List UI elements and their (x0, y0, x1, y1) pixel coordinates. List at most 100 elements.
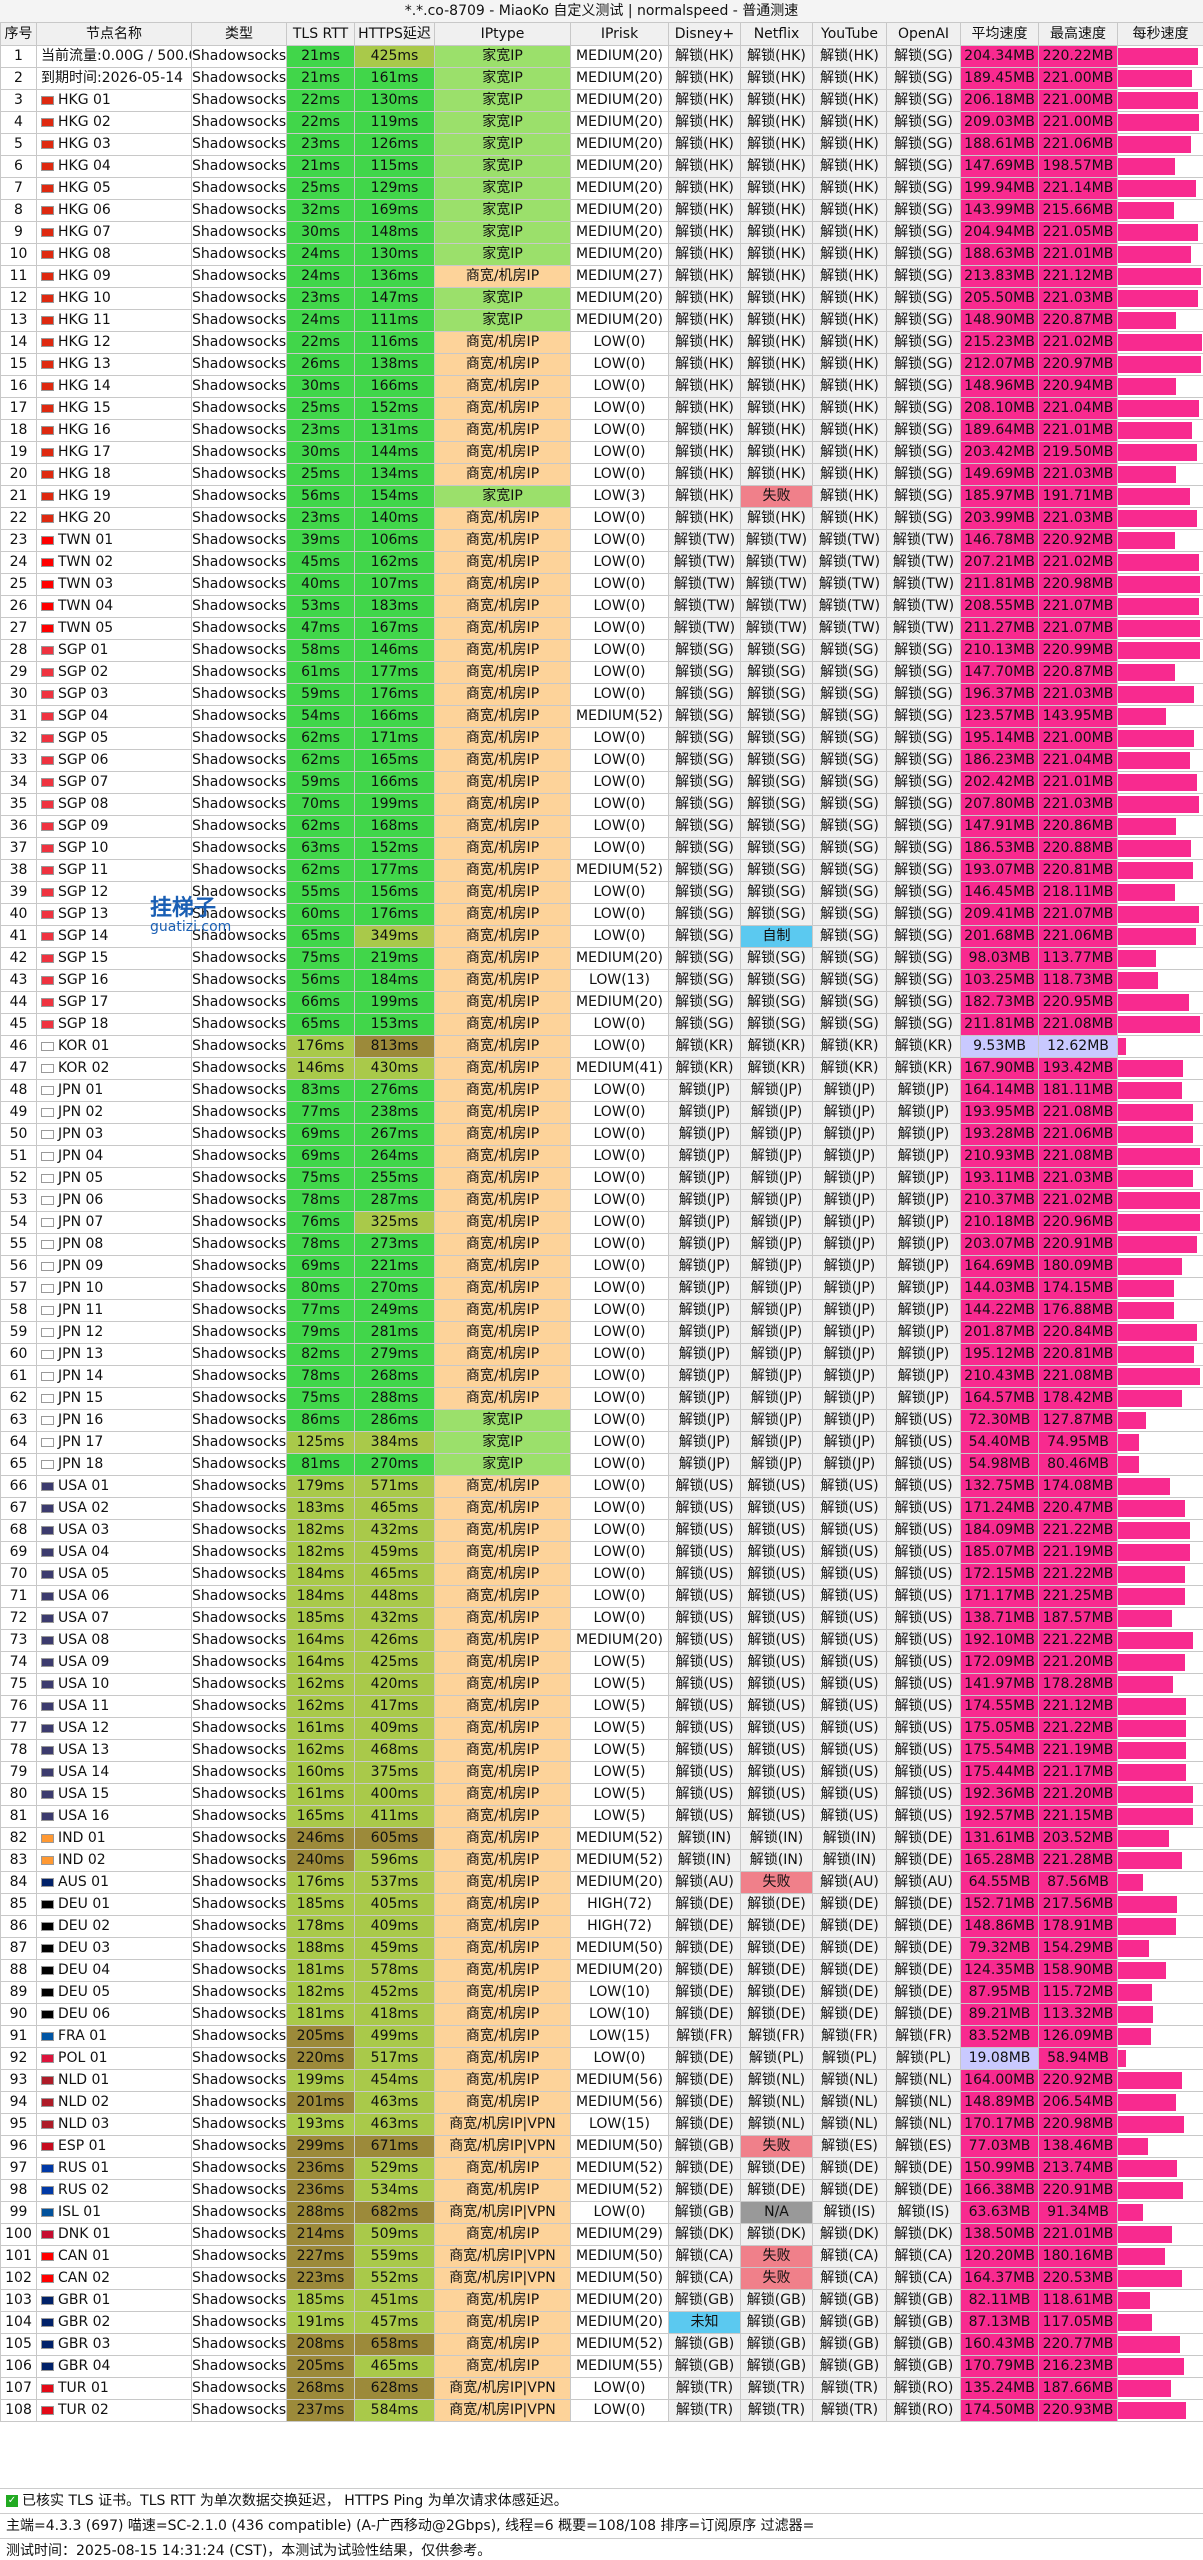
table-row[interactable]: 17 HKG 15 Shadowsocks 25ms 152ms 商宽/机房IP LOW(0… (0, 397, 1203, 420)
column-header[interactable]: OpenAI (886, 22, 961, 46)
table-row[interactable]: 34 SGP 07 Shadowsocks 59ms 166ms 商宽/机房IP LOW(0… (0, 771, 1203, 794)
table-row[interactable]: 51 JPN 04 Shadowsocks 69ms 264ms 商宽/机房IP LOW(0… (0, 1145, 1203, 1168)
table-row[interactable]: 16 HKG 14 Shadowsocks 30ms 166ms 商宽/机房IP LOW(0… (0, 375, 1203, 398)
table-row[interactable]: 96 ESP 01 Shadowsocks 299ms 671ms 商宽/机房IP|VPN… (0, 2135, 1203, 2158)
table-row[interactable]: 25 TWN 03 Shadowsocks 40ms 107ms 商宽/机房IP LOW(0… (0, 573, 1203, 596)
table-row[interactable]: 77 USA 12 Shadowsocks 161ms 409ms 商宽/机房IP LOW(… (0, 1717, 1203, 1740)
table-row[interactable]: 47 KOR 02 Shadowsocks 146ms 430ms 商宽/机房IP MEDI… (0, 1057, 1203, 1080)
table-row[interactable]: 90 DEU 06 Shadowsocks 181ms 418ms 商宽/机房IP LOW(… (0, 2003, 1203, 2026)
table-row[interactable]: 30 SGP 03 Shadowsocks 59ms 176ms 商宽/机房IP LOW(0… (0, 683, 1203, 706)
table-row[interactable]: 2 到期时间:2026-05-14 Shadowsocks 21ms 161ms 家宽IP… (0, 67, 1203, 90)
table-row[interactable]: 45 SGP 18 Shadowsocks 65ms 153ms 商宽/机房IP LOW(0… (0, 1013, 1203, 1036)
column-header[interactable]: 序号 (0, 22, 37, 46)
column-header[interactable]: 最高速度 (1038, 22, 1118, 46)
table-row[interactable]: 58 JPN 11 Shadowsocks 77ms 249ms 商宽/机房IP LOW(0… (0, 1299, 1203, 1322)
table-row[interactable]: 72 USA 07 Shadowsocks 185ms 432ms 商宽/机房IP LOW(… (0, 1607, 1203, 1630)
table-row[interactable]: 63 JPN 16 Shadowsocks 86ms 286ms 家宽IP LOW(0) 解锁… (0, 1409, 1203, 1432)
table-row[interactable]: 33 SGP 06 Shadowsocks 62ms 165ms 商宽/机房IP LOW(0… (0, 749, 1203, 772)
table-row[interactable]: 18 HKG 16 Shadowsocks 23ms 131ms 商宽/机房IP LOW(0… (0, 419, 1203, 442)
table-row[interactable]: 19 HKG 17 Shadowsocks 30ms 144ms 商宽/机房IP LOW(0… (0, 441, 1203, 464)
table-row[interactable]: 82 IND 01 Shadowsocks 246ms 605ms 商宽/机房IP MEDI… (0, 1827, 1203, 1850)
column-header[interactable]: IPtype (434, 22, 571, 46)
table-row[interactable]: 35 SGP 08 Shadowsocks 70ms 199ms 商宽/机房IP LOW(0… (0, 793, 1203, 816)
table-row[interactable]: 105 GBR 03 Shadowsocks 208ms 658ms 商宽/机房IP MED… (0, 2333, 1203, 2356)
column-header[interactable]: YouTube (812, 22, 887, 46)
table-row[interactable]: 8 HKG 06 Shadowsocks 32ms 169ms 家宽IP MEDIUM(20… (0, 199, 1203, 222)
table-row[interactable]: 14 HKG 12 Shadowsocks 22ms 116ms 商宽/机房IP LOW(0… (0, 331, 1203, 354)
table-row[interactable]: 107 TUR 01 Shadowsocks 268ms 628ms 商宽/机房IP|VP… (0, 2377, 1203, 2400)
table-row[interactable]: 54 JPN 07 Shadowsocks 76ms 325ms 商宽/机房IP LOW(0… (0, 1211, 1203, 1234)
table-row[interactable]: 108 TUR 02 Shadowsocks 237ms 584ms 商宽/机房IP|VP… (0, 2399, 1203, 2422)
table-row[interactable]: 86 DEU 02 Shadowsocks 178ms 409ms 商宽/机房IP HIGH… (0, 1915, 1203, 1938)
table-row[interactable]: 5 HKG 03 Shadowsocks 23ms 126ms 家宽IP MEDIUM(20… (0, 133, 1203, 156)
table-row[interactable]: 20 HKG 18 Shadowsocks 25ms 134ms 商宽/机房IP LOW(0… (0, 463, 1203, 486)
table-row[interactable]: 70 USA 05 Shadowsocks 184ms 465ms 商宽/机房IP LOW(… (0, 1563, 1203, 1586)
table-row[interactable]: 36 SGP 09 Shadowsocks 62ms 168ms 商宽/机房IP LOW(0… (0, 815, 1203, 838)
table-row[interactable]: 93 NLD 01 Shadowsocks 199ms 454ms 商宽/机房IP MEDI… (0, 2069, 1203, 2092)
table-row[interactable]: 67 USA 02 Shadowsocks 183ms 465ms 商宽/机房IP LOW(… (0, 1497, 1203, 1520)
table-row[interactable]: 64 JPN 17 Shadowsocks 125ms 384ms 家宽IP LOW(0) 解… (0, 1431, 1203, 1454)
table-row[interactable]: 43 SGP 16 Shadowsocks 56ms 184ms 商宽/机房IP LOW(1… (0, 969, 1203, 992)
table-row[interactable]: 78 USA 13 Shadowsocks 162ms 468ms 商宽/机房IP LOW(… (0, 1739, 1203, 1762)
table-row[interactable]: 3 HKG 01 Shadowsocks 22ms 130ms 家宽IP MEDIUM(20… (0, 89, 1203, 112)
table-row[interactable]: 83 IND 02 Shadowsocks 240ms 596ms 商宽/机房IP MEDI… (0, 1849, 1203, 1872)
table-row[interactable]: 9 HKG 07 Shadowsocks 30ms 148ms 家宽IP MEDIUM(20… (0, 221, 1203, 244)
table-row[interactable]: 60 JPN 13 Shadowsocks 82ms 279ms 商宽/机房IP LOW(0… (0, 1343, 1203, 1366)
table-row[interactable]: 7 HKG 05 Shadowsocks 25ms 129ms 家宽IP MEDIUM(20… (0, 177, 1203, 200)
table-row[interactable]: 74 USA 09 Shadowsocks 164ms 425ms 商宽/机房IP LOW(… (0, 1651, 1203, 1674)
table-row[interactable]: 12 HKG 10 Shadowsocks 23ms 147ms 家宽IP MEDIUM(2… (0, 287, 1203, 310)
table-row[interactable]: 23 TWN 01 Shadowsocks 39ms 106ms 商宽/机房IP LOW(0… (0, 529, 1203, 552)
column-header[interactable]: IPrisk (570, 22, 669, 46)
table-row[interactable]: 56 JPN 09 Shadowsocks 69ms 221ms 商宽/机房IP LOW(0… (0, 1255, 1203, 1278)
column-header[interactable]: 节点名称 (36, 22, 192, 46)
column-header[interactable]: Netflix (740, 22, 813, 46)
column-header[interactable]: 每秒速度 (1117, 22, 1203, 46)
table-row[interactable]: 100 DNK 01 Shadowsocks 214ms 509ms 商宽/机房IP MED… (0, 2223, 1203, 2246)
table-row[interactable]: 10 HKG 08 Shadowsocks 24ms 130ms 家宽IP MEDIUM(2… (0, 243, 1203, 266)
table-row[interactable]: 87 DEU 03 Shadowsocks 188ms 459ms 商宽/机房IP MEDI… (0, 1937, 1203, 1960)
table-row[interactable]: 92 POL 01 Shadowsocks 220ms 517ms 商宽/机房IP LOW(… (0, 2047, 1203, 2070)
table-row[interactable]: 21 HKG 19 Shadowsocks 56ms 154ms 家宽IP LOW(3) 解锁… (0, 485, 1203, 508)
table-row[interactable]: 104 GBR 02 Shadowsocks 191ms 457ms 商宽/机房IP MED… (0, 2311, 1203, 2334)
table-row[interactable]: 95 NLD 03 Shadowsocks 193ms 463ms 商宽/机房IP|VPN… (0, 2113, 1203, 2136)
table-row[interactable]: 32 SGP 05 Shadowsocks 62ms 171ms 商宽/机房IP LOW(0… (0, 727, 1203, 750)
table-row[interactable]: 55 JPN 08 Shadowsocks 78ms 273ms 商宽/机房IP LOW(0… (0, 1233, 1203, 1256)
table-row[interactable]: 44 SGP 17 Shadowsocks 66ms 199ms 商宽/机房IP MEDIU… (0, 991, 1203, 1014)
table-row[interactable]: 101 CAN 01 Shadowsocks 227ms 559ms 商宽/机房IP|VP… (0, 2245, 1203, 2268)
table-row[interactable]: 48 JPN 01 Shadowsocks 83ms 276ms 商宽/机房IP LOW(0… (0, 1079, 1203, 1102)
table-row[interactable]: 61 JPN 14 Shadowsocks 78ms 268ms 商宽/机房IP LOW(0… (0, 1365, 1203, 1388)
table-row[interactable]: 22 HKG 20 Shadowsocks 23ms 140ms 商宽/机房IP LOW(0… (0, 507, 1203, 530)
table-row[interactable]: 59 JPN 12 Shadowsocks 79ms 281ms 商宽/机房IP LOW(0… (0, 1321, 1203, 1344)
table-row[interactable]: 97 RUS 01 Shadowsocks 236ms 529ms 商宽/机房IP MEDI… (0, 2157, 1203, 2180)
column-header[interactable]: Disney+ (668, 22, 741, 46)
table-row[interactable]: 27 TWN 05 Shadowsocks 47ms 167ms 商宽/机房IP LOW(0… (0, 617, 1203, 640)
table-row[interactable]: 81 USA 16 Shadowsocks 165ms 411ms 商宽/机房IP LOW(… (0, 1805, 1203, 1828)
column-header[interactable]: TLS RTT (286, 22, 355, 46)
table-row[interactable]: 28 SGP 01 Shadowsocks 58ms 146ms 商宽/机房IP LOW(0… (0, 639, 1203, 662)
table-row[interactable]: 29 SGP 02 Shadowsocks 61ms 177ms 商宽/机房IP LOW(0… (0, 661, 1203, 684)
table-row[interactable]: 4 HKG 02 Shadowsocks 22ms 119ms 家宽IP MEDIUM(20… (0, 111, 1203, 134)
table-row[interactable]: 6 HKG 04 Shadowsocks 21ms 115ms 家宽IP MEDIUM(20… (0, 155, 1203, 178)
table-row[interactable]: 99 ISL 01 Shadowsocks 288ms 682ms 商宽/机房IP|VPN… (0, 2201, 1203, 2224)
table-row[interactable]: 15 HKG 13 Shadowsocks 26ms 138ms 商宽/机房IP LOW(0… (0, 353, 1203, 376)
table-row[interactable]: 39 SGP 12 Shadowsocks 55ms 156ms 商宽/机房IP LOW(0… (0, 881, 1203, 904)
table-row[interactable]: 71 USA 06 Shadowsocks 184ms 448ms 商宽/机房IP LOW(… (0, 1585, 1203, 1608)
table-row[interactable]: 52 JPN 05 Shadowsocks 75ms 255ms 商宽/机房IP LOW(0… (0, 1167, 1203, 1190)
column-header[interactable]: 平均速度 (960, 22, 1039, 46)
table-row[interactable]: 88 DEU 04 Shadowsocks 181ms 578ms 商宽/机房IP MEDI… (0, 1959, 1203, 1982)
table-row[interactable]: 40 SGP 13 Shadowsocks 60ms 176ms 商宽/机房IP LOW(0… (0, 903, 1203, 926)
table-row[interactable]: 103 GBR 01 Shadowsocks 185ms 451ms 商宽/机房IP MED… (0, 2289, 1203, 2312)
table-row[interactable]: 42 SGP 15 Shadowsocks 75ms 219ms 商宽/机房IP MEDIU… (0, 947, 1203, 970)
table-row[interactable]: 11 HKG 09 Shadowsocks 24ms 136ms 商宽/机房IP MEDIU… (0, 265, 1203, 288)
table-row[interactable]: 62 JPN 15 Shadowsocks 75ms 288ms 商宽/机房IP LOW(0… (0, 1387, 1203, 1410)
table-row[interactable]: 13 HKG 11 Shadowsocks 24ms 111ms 家宽IP MEDIUM(2… (0, 309, 1203, 332)
table-row[interactable]: 85 DEU 01 Shadowsocks 185ms 405ms 商宽/机房IP HIGH… (0, 1893, 1203, 1916)
table-row[interactable]: 79 USA 14 Shadowsocks 160ms 375ms 商宽/机房IP LOW(… (0, 1761, 1203, 1784)
table-row[interactable]: 53 JPN 06 Shadowsocks 78ms 287ms 商宽/机房IP LOW(0… (0, 1189, 1203, 1212)
table-row[interactable]: 41 SGP 14 Shadowsocks 65ms 349ms 商宽/机房IP LOW(0… (0, 925, 1203, 948)
table-row[interactable]: 84 AUS 01 Shadowsocks 176ms 537ms 商宽/机房IP MEDI… (0, 1871, 1203, 1894)
column-header[interactable]: 类型 (191, 22, 287, 46)
table-row[interactable]: 80 USA 15 Shadowsocks 161ms 400ms 商宽/机房IP LOW(… (0, 1783, 1203, 1806)
table-row[interactable]: 46 KOR 01 Shadowsocks 176ms 813ms 商宽/机房IP LOW(… (0, 1035, 1203, 1058)
table-row[interactable]: 106 GBR 04 Shadowsocks 205ms 465ms 商宽/机房IP MED… (0, 2355, 1203, 2378)
